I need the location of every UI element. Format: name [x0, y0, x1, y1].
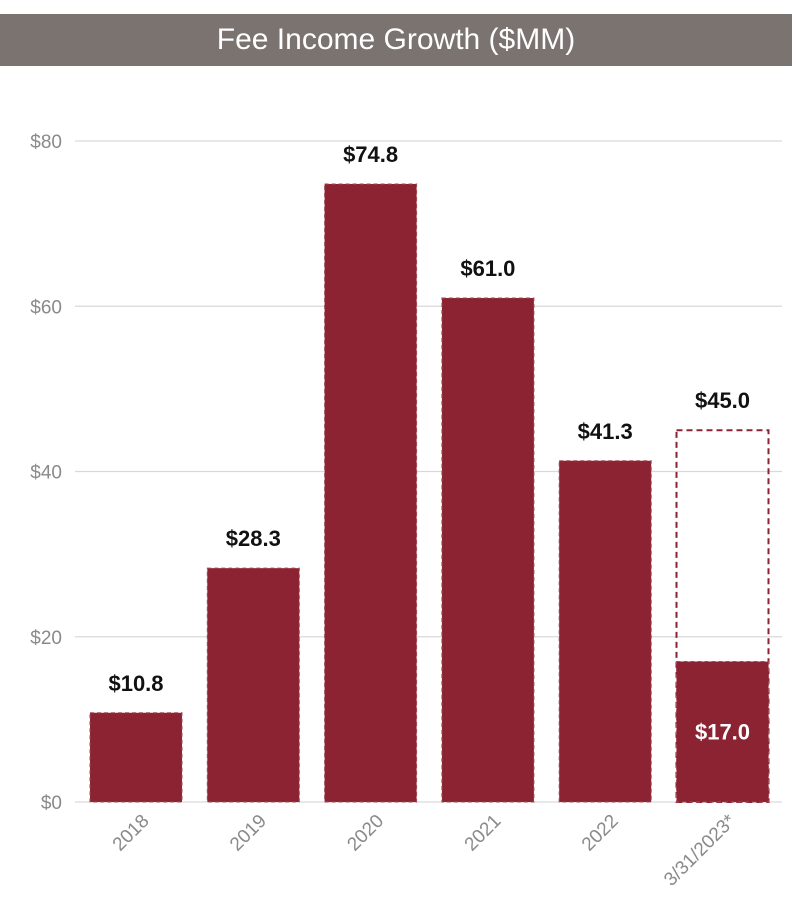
bar-value-label: $17.0 — [695, 720, 750, 745]
chart-title: Fee Income Growth ($MM) — [216, 23, 576, 56]
bar — [558, 460, 652, 803]
x-tick-label: 2020 — [343, 811, 388, 856]
bar-value-label: $74.8 — [343, 142, 398, 167]
projection-label: $45.0 — [695, 388, 750, 413]
y-tick-label: $80 — [30, 132, 62, 153]
x-tick-label: 2022 — [578, 811, 623, 856]
bar — [676, 661, 769, 803]
bar-value-label: $41.3 — [578, 419, 633, 444]
x-tick-label: 2018 — [109, 811, 154, 856]
y-tick-label: $60 — [30, 297, 62, 318]
bar — [324, 183, 418, 803]
bar — [206, 567, 300, 803]
x-tick-label: 2019 — [226, 811, 271, 856]
bar-value-label: $28.3 — [226, 526, 281, 551]
projection-bar-outline — [675, 429, 770, 803]
x-tick-label: 2021 — [461, 811, 506, 856]
bar-value-label: $61.0 — [460, 256, 515, 281]
x-tick-label: 3/31/2023* — [660, 810, 740, 890]
chart-title-bar: Fee Income Growth ($MM) — [0, 14, 792, 66]
bar-value-label: $10.8 — [108, 671, 163, 696]
y-tick-label: $40 — [30, 463, 62, 484]
y-tick-label: $20 — [30, 628, 62, 649]
bar — [89, 712, 183, 803]
bar — [441, 297, 535, 803]
y-tick-label: $0 — [41, 793, 62, 814]
